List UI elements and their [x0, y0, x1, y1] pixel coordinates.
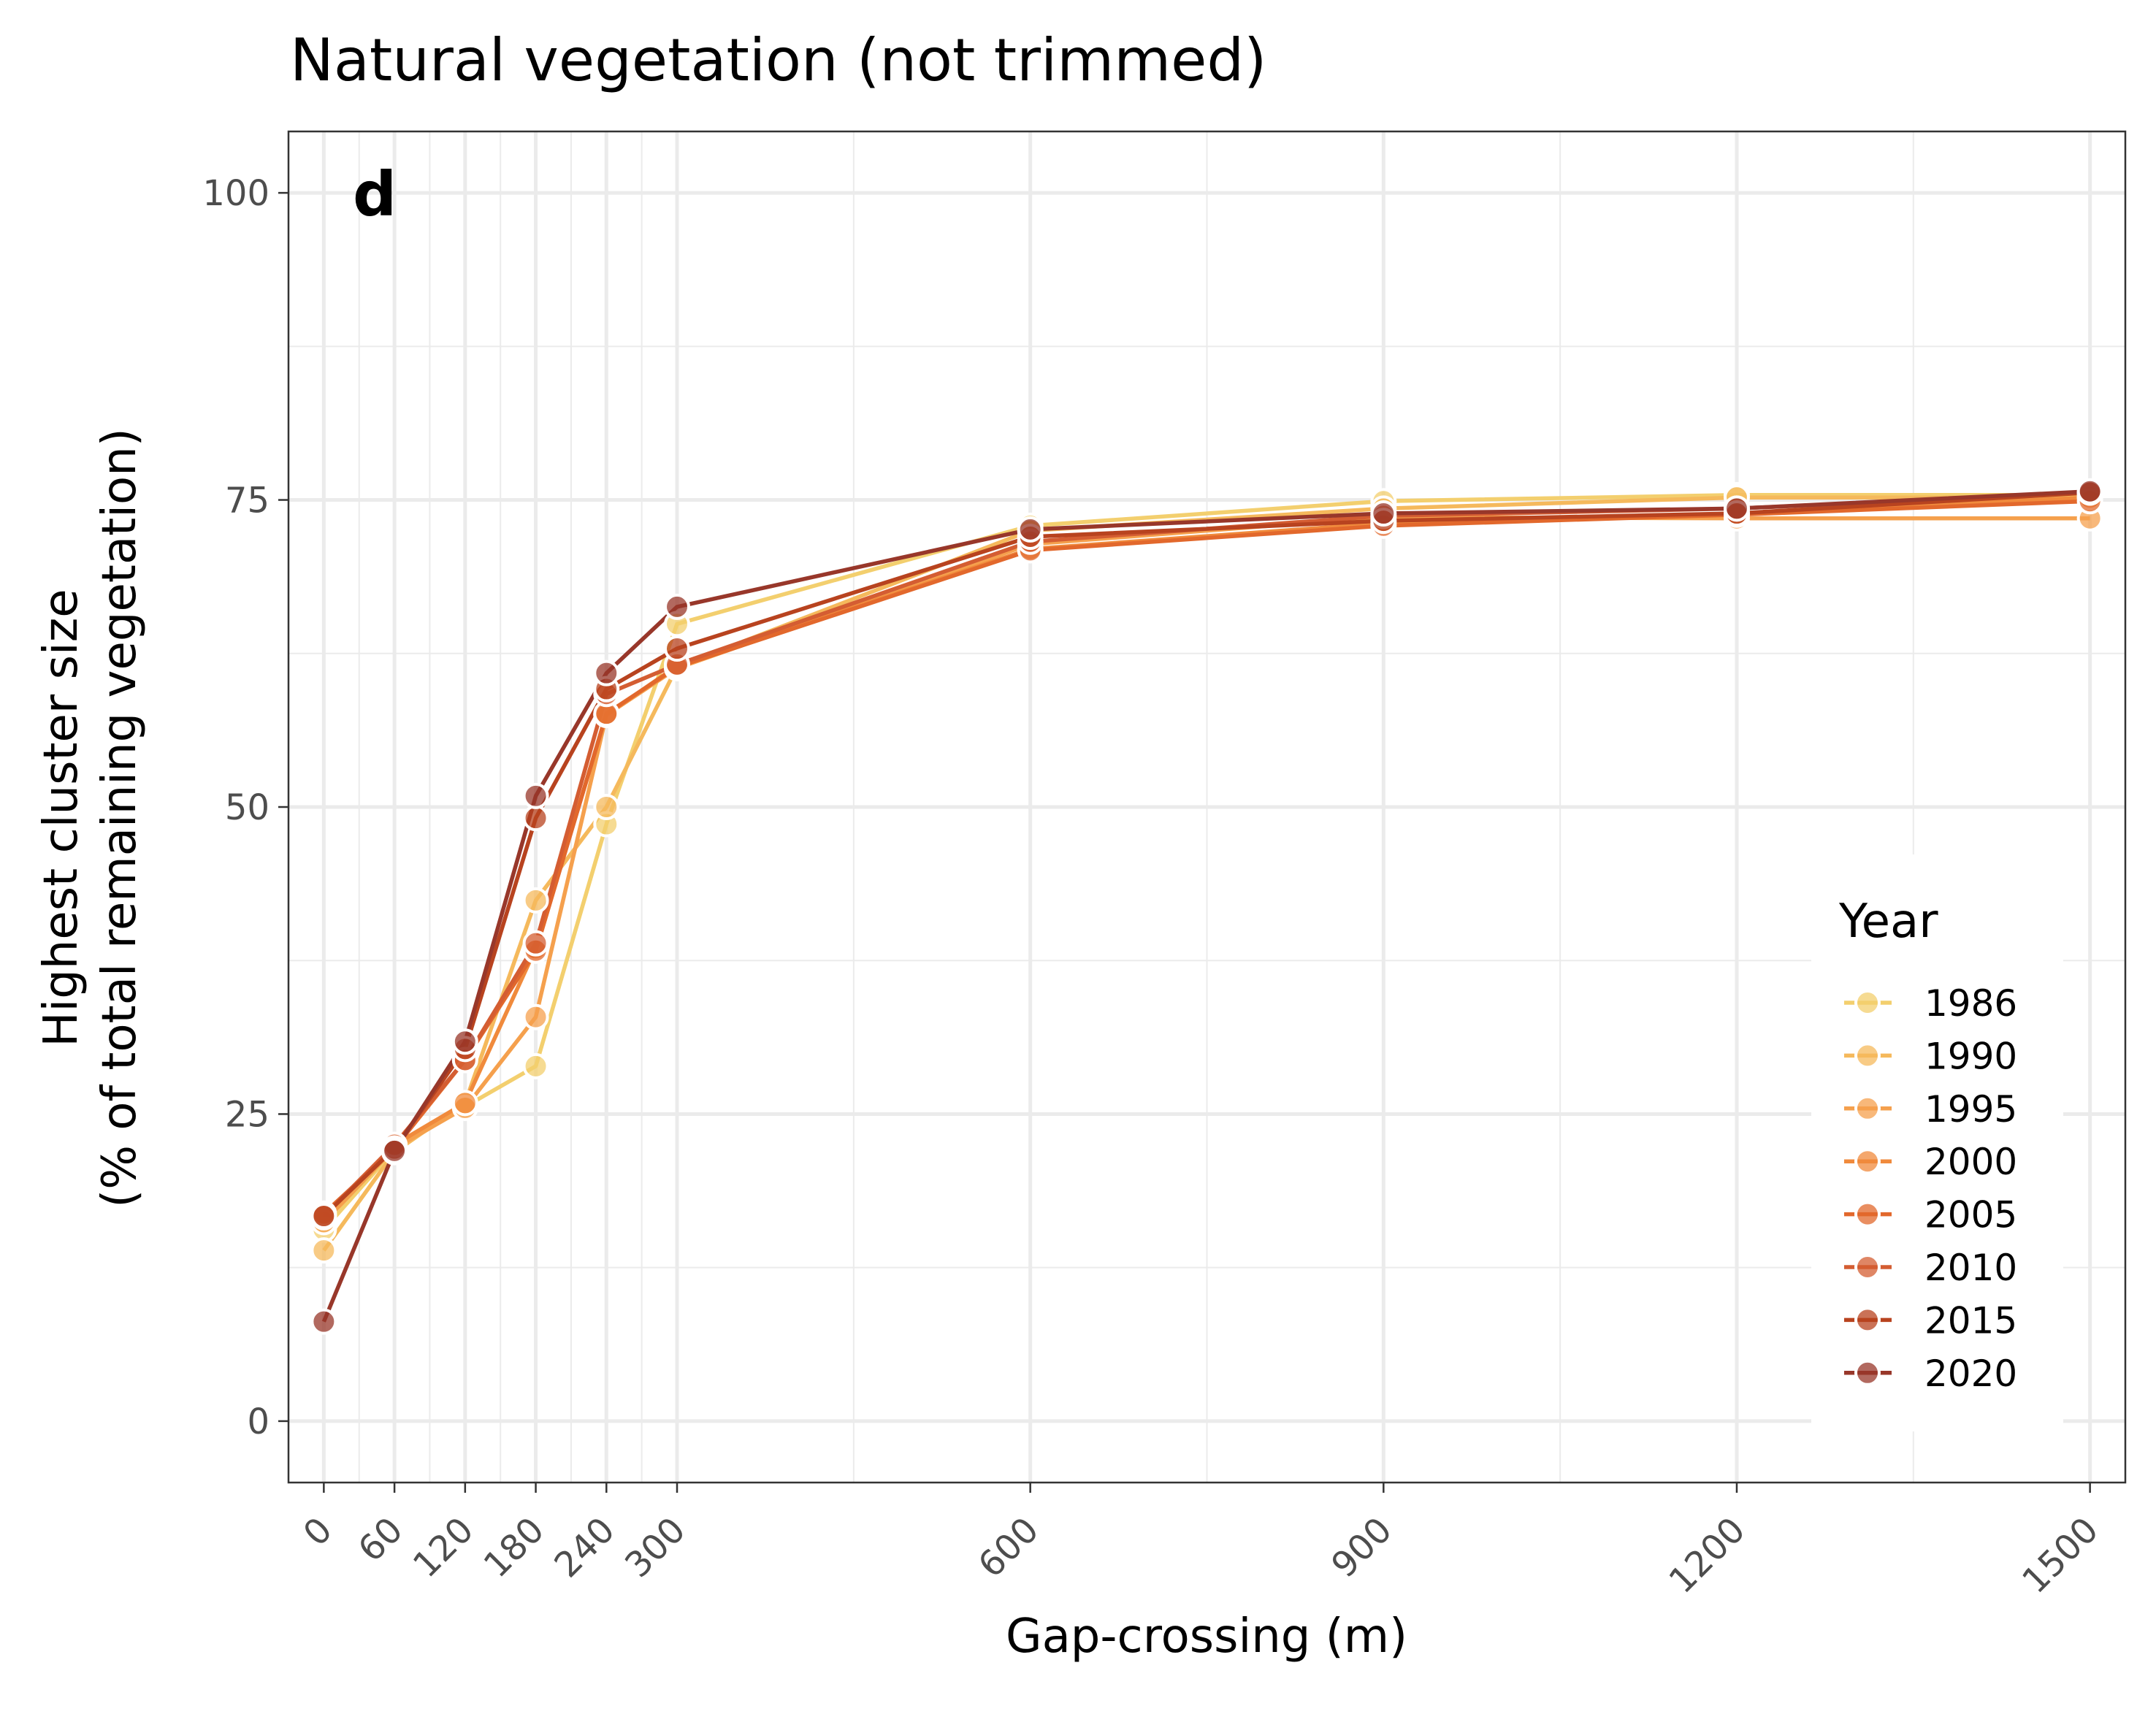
legend-label-1995: 1995	[1924, 1088, 2017, 1131]
data-point-2015	[310, 1203, 337, 1230]
x-tick-label: 900	[1323, 1510, 1399, 1586]
legend-label-2020: 2020	[1924, 1353, 2017, 1395]
data-point-2020	[1370, 500, 1397, 527]
x-tick-label: 60	[351, 1510, 411, 1570]
data-point-2015	[522, 805, 549, 832]
legend-background	[1811, 854, 2063, 1431]
legend-key-point-1995	[1854, 1095, 1881, 1122]
data-point-2015	[664, 635, 691, 662]
panel-tag: d	[353, 158, 397, 230]
legend-label-1986: 1986	[1924, 982, 2017, 1025]
x-tick-label: 0	[296, 1510, 340, 1554]
data-point-2020	[664, 593, 691, 620]
x-tick-label: 120	[405, 1510, 481, 1586]
y-tick-label: 0	[247, 1401, 270, 1442]
data-point-1995	[522, 1003, 549, 1030]
legend-label-2010: 2010	[1924, 1247, 2017, 1289]
x-tick-label: 1500	[2014, 1510, 2106, 1602]
legend-key-point-2000	[1854, 1148, 1881, 1175]
data-point-2000	[451, 1090, 478, 1117]
legend-label-2005: 2005	[1924, 1194, 2017, 1236]
x-tick-label: 1200	[1661, 1510, 1753, 1602]
x-tick-label: 300	[617, 1510, 693, 1586]
legend-label-2000: 2000	[1924, 1141, 2017, 1183]
legend-label-1990: 1990	[1924, 1035, 2017, 1077]
y-tick-label: 50	[225, 787, 270, 828]
y-axis-title-line2: (% of total remaining vegetation)	[93, 428, 147, 1207]
chart-title: Natural vegetation (not trimmed)	[290, 26, 1266, 94]
y-axis-title-line1: Highest cluster size	[34, 589, 88, 1047]
x-axis-title: Gap-crossing (m)	[1006, 1610, 1407, 1664]
series-line-2020	[321, 489, 2090, 1323]
legend-title: Year	[1838, 895, 1938, 949]
data-point-2020	[310, 1308, 337, 1335]
data-point-1990	[522, 887, 549, 914]
data-point-2020	[381, 1137, 408, 1164]
data-point-2020	[593, 659, 620, 686]
data-point-1990	[593, 794, 620, 820]
data-point-2010	[522, 930, 549, 957]
x-tick-label: 180	[476, 1510, 552, 1586]
series-layer	[310, 478, 2103, 1335]
x-tick-label: 600	[971, 1510, 1047, 1586]
data-point-1986	[522, 1052, 549, 1079]
legend-key-point-2015	[1854, 1307, 1881, 1334]
legend-key-point-2020	[1854, 1359, 1881, 1386]
legend-key-point-2005	[1854, 1201, 1881, 1228]
data-point-1990	[310, 1237, 337, 1264]
legend-key-point-2010	[1854, 1254, 1881, 1280]
y-tick-label: 100	[202, 173, 270, 214]
data-point-2020	[522, 782, 549, 809]
data-point-2020	[451, 1028, 478, 1055]
legend-key-point-1986	[1854, 990, 1881, 1016]
data-point-2020	[1723, 495, 1750, 522]
legend: Year 1986 1990 1995 2000 2005 2010 2015 2020	[1811, 854, 2063, 1431]
data-point-2020	[2076, 478, 2103, 505]
data-point-2020	[1017, 516, 1044, 543]
legend-key-point-1990	[1854, 1042, 1881, 1069]
y-tick-label: 25	[225, 1094, 270, 1135]
x-tick-label: 240	[546, 1510, 622, 1586]
y-tick-label: 75	[225, 481, 270, 521]
legend-label-2015: 2015	[1924, 1299, 2017, 1342]
